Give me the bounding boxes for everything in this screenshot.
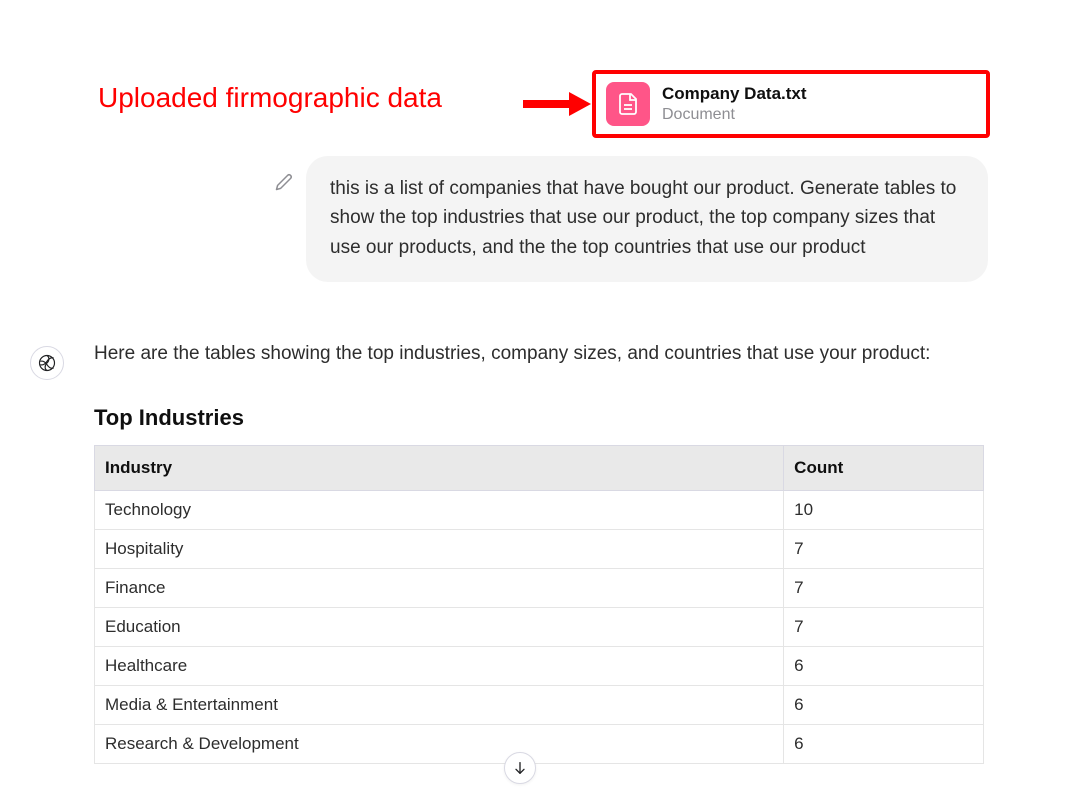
edit-icon[interactable] bbox=[268, 166, 300, 198]
arrow-right-icon bbox=[523, 92, 591, 116]
table-row: Media & Entertainment6 bbox=[95, 685, 984, 724]
table-cell: 7 bbox=[784, 529, 984, 568]
table-row: Education7 bbox=[95, 607, 984, 646]
assistant-intro-text: Here are the tables showing the top indu… bbox=[94, 340, 1030, 369]
table-cell: 7 bbox=[784, 607, 984, 646]
table-cell: 6 bbox=[784, 685, 984, 724]
attachment-type: Document bbox=[662, 105, 807, 125]
table-cell: 7 bbox=[784, 568, 984, 607]
table-cell: 10 bbox=[784, 490, 984, 529]
attachment-info: Company Data.txt Document bbox=[662, 83, 807, 124]
table-header-row: Industry Count bbox=[95, 445, 984, 490]
column-header: Industry bbox=[95, 445, 784, 490]
table-cell: Hospitality bbox=[95, 529, 784, 568]
user-message-bubble: this is a list of companies that have bo… bbox=[306, 156, 988, 282]
assistant-message-row: Here are the tables showing the top indu… bbox=[30, 340, 1030, 764]
scroll-down-button[interactable] bbox=[504, 752, 536, 784]
document-icon bbox=[606, 82, 650, 126]
table-cell: Healthcare bbox=[95, 646, 784, 685]
arrow-down-icon bbox=[512, 760, 528, 776]
table-row: Hospitality7 bbox=[95, 529, 984, 568]
column-header: Count bbox=[784, 445, 984, 490]
annotation-overlay: Uploaded firmographic data Company Data.… bbox=[98, 70, 988, 138]
table-row: Healthcare6 bbox=[95, 646, 984, 685]
table-cell: Education bbox=[95, 607, 784, 646]
annotation-label: Uploaded firmographic data bbox=[98, 82, 442, 114]
attachment-filename: Company Data.txt bbox=[662, 83, 807, 104]
table-cell: Technology bbox=[95, 490, 784, 529]
table-row: Finance7 bbox=[95, 568, 984, 607]
table-row: Technology10 bbox=[95, 490, 984, 529]
section-title: Top Industries bbox=[94, 405, 1030, 431]
table-cell: 6 bbox=[784, 646, 984, 685]
table-row: Research & Development6 bbox=[95, 724, 984, 763]
top-industries-table: Industry Count Technology10Hospitality7F… bbox=[94, 445, 984, 764]
user-message-row: this is a list of companies that have bo… bbox=[268, 156, 988, 282]
table-cell: 6 bbox=[784, 724, 984, 763]
file-attachment-card[interactable]: Company Data.txt Document bbox=[592, 70, 990, 138]
table-cell: Media & Entertainment bbox=[95, 685, 784, 724]
user-message-text: this is a list of companies that have bo… bbox=[330, 178, 956, 258]
table-cell: Research & Development bbox=[95, 724, 784, 763]
assistant-avatar-icon bbox=[30, 346, 64, 380]
table-cell: Finance bbox=[95, 568, 784, 607]
